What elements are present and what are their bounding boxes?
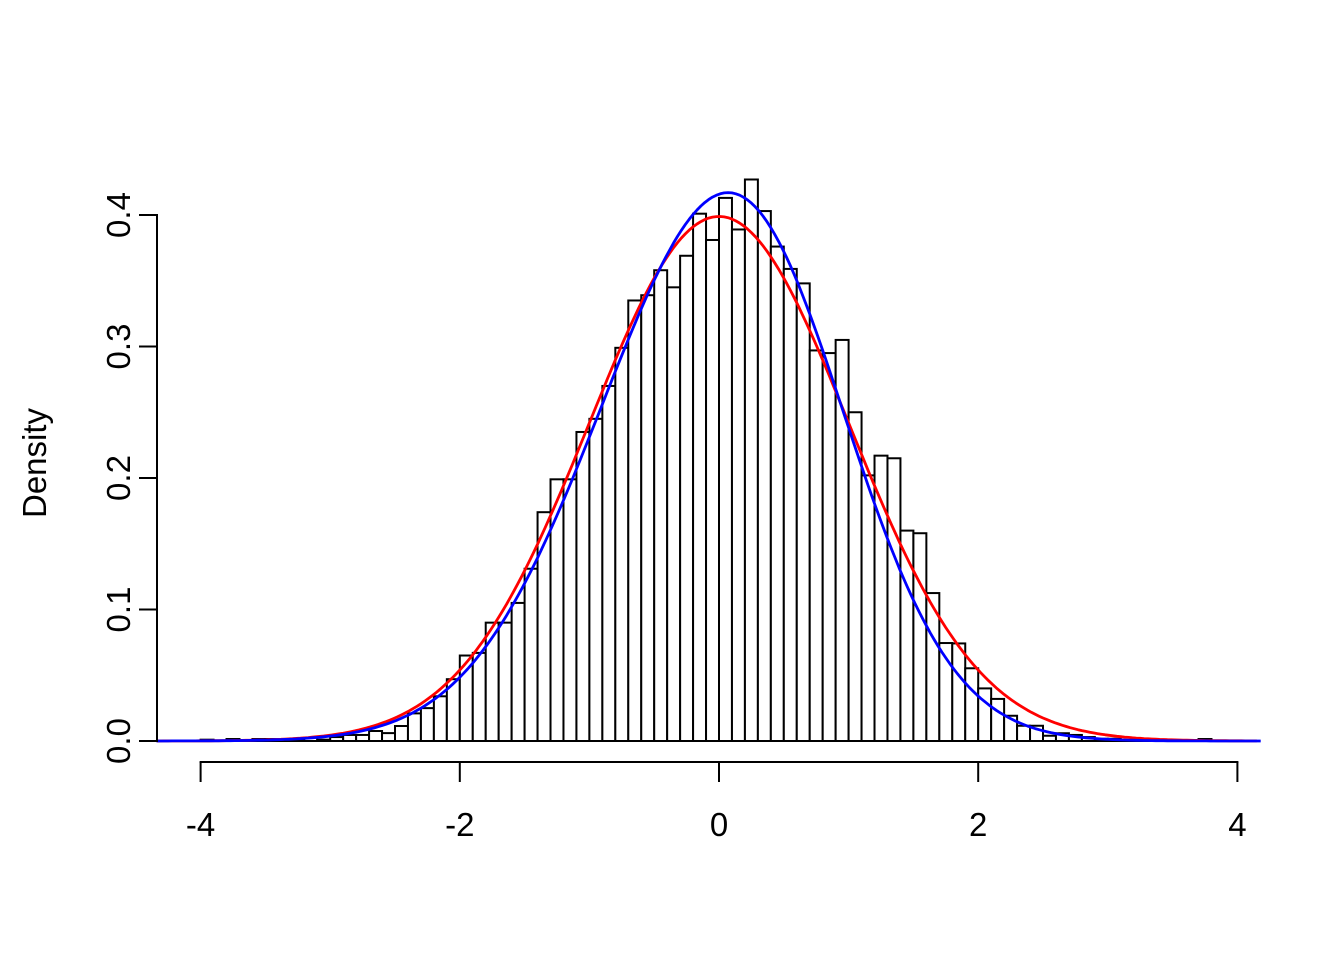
histogram-bar: [769, 245, 785, 742]
y-tick-label: 0.4: [100, 192, 137, 238]
histogram-bars: [199, 178, 1225, 743]
histogram-bar: [432, 695, 448, 742]
histogram-bar: [627, 299, 643, 742]
histogram-bar: [510, 601, 526, 742]
histogram-bar: [342, 733, 358, 742]
histogram-bar: [381, 732, 397, 742]
histogram-bar: [692, 212, 708, 742]
histogram-bar: [562, 478, 578, 742]
histogram-bar: [821, 352, 837, 742]
x-tick-label: -4: [186, 806, 215, 843]
histogram-bar: [653, 269, 669, 742]
y-axis: 0.0 0.1 0.2 0.3 0.4: [100, 192, 158, 764]
histogram-bar: [705, 238, 720, 743]
histogram-bar: [640, 294, 656, 742]
histogram-bar: [666, 286, 682, 742]
histogram-bar: [614, 346, 630, 742]
histogram-bar: [964, 667, 980, 743]
histogram-bar: [601, 384, 617, 742]
histogram-bar: [471, 651, 487, 743]
histogram-bar: [718, 196, 733, 742]
y-tick-label: 0.1: [100, 587, 137, 633]
histogram-bar: [419, 707, 435, 742]
histogram-bar: [795, 282, 811, 742]
histogram-bar: [497, 621, 513, 743]
histogram-bar: [588, 417, 604, 742]
histogram-bar: [782, 267, 798, 742]
histogram-bar: [679, 254, 695, 742]
histogram-bar: [886, 457, 902, 742]
y-tick-label: 0.2: [100, 455, 137, 501]
kde-curve: [156, 191, 1261, 743]
histogram-bar: [1042, 734, 1057, 742]
x-tick-label: -2: [445, 806, 474, 843]
histogram-bar: [756, 210, 772, 742]
histogram-bar: [523, 567, 539, 742]
histogram-bar: [484, 621, 500, 743]
y-tick-label: 0.0: [100, 718, 137, 764]
histogram-bar: [990, 697, 1006, 742]
x-axis: -4 -2 0 2 4: [186, 761, 1247, 843]
histogram-bar: [368, 730, 384, 742]
density-curves: [156, 191, 1261, 743]
histogram-bar: [316, 738, 332, 742]
histogram-bar: [575, 430, 591, 742]
y-axis-title: Density: [16, 407, 53, 518]
y-tick-label: 0.3: [100, 324, 137, 370]
histogram-bar: [730, 228, 746, 742]
histogram-bar: [951, 642, 967, 742]
histogram-bar: [860, 474, 876, 742]
histogram-bar: [912, 532, 928, 742]
histogram-bar: [355, 733, 371, 742]
histogram-bar: [406, 712, 422, 743]
histogram-bar: [834, 338, 850, 742]
histogram-bar: [329, 736, 345, 742]
histogram-bar: [808, 349, 824, 742]
x-tick-label: 4: [1228, 806, 1246, 843]
x-tick-label: 0: [710, 806, 728, 843]
histogram-bar: [394, 725, 409, 742]
histogram-bar: [743, 178, 759, 742]
x-tick-label: 2: [969, 806, 987, 843]
histogram-bar: [1016, 724, 1032, 742]
histogram-bar: [899, 529, 915, 742]
